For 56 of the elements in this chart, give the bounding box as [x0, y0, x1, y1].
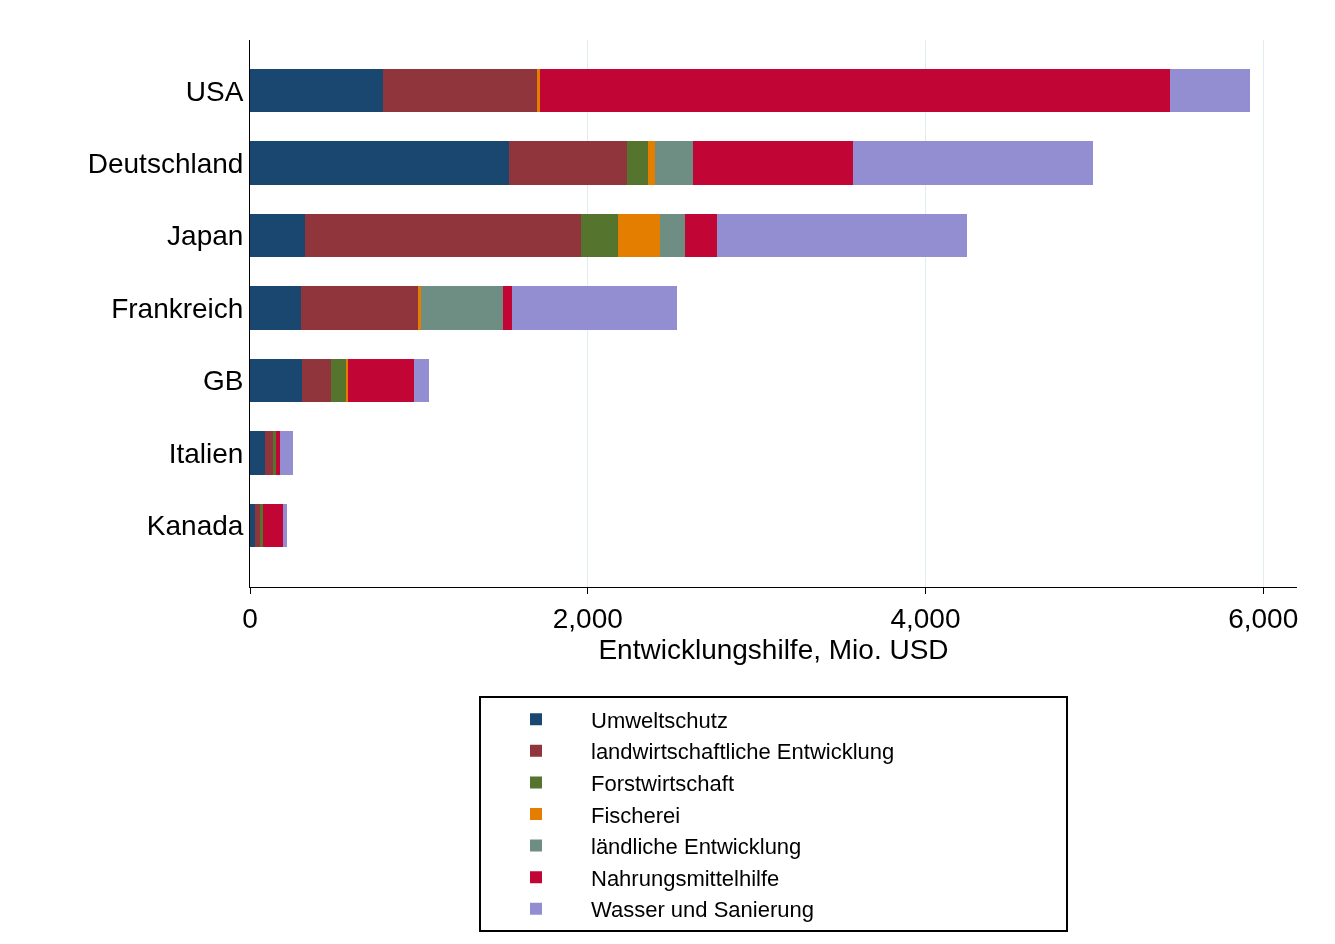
- bar: [279, 431, 294, 475]
- x-tick-label: 6,000: [1228, 602, 1299, 634]
- bar: [692, 141, 853, 185]
- legend-label: Forstwirtschaft: [591, 770, 735, 796]
- bar: [684, 213, 717, 258]
- bar: [618, 213, 661, 258]
- bar: [540, 68, 1170, 113]
- legend-label: Wasser und Sanierung: [591, 897, 814, 923]
- bar: [330, 358, 346, 403]
- bar: [581, 213, 619, 258]
- bar: [627, 141, 648, 185]
- y-tick-label: GB: [202, 365, 244, 397]
- x-axis-title: Entwicklungshilfe, Mio. USD: [598, 633, 949, 665]
- bar: [305, 213, 582, 258]
- y-tick-label: Kanada: [146, 510, 244, 542]
- legend-label: Umweltschutz: [591, 707, 728, 733]
- y-tick-label: Italien: [168, 437, 244, 469]
- bar: [250, 431, 266, 475]
- bar: [502, 286, 512, 330]
- bar: [301, 286, 419, 330]
- y-tick-label: Deutschland: [87, 147, 244, 179]
- bar: [852, 141, 1093, 185]
- x-tick-label: 4,000: [890, 602, 961, 634]
- bar: [420, 286, 503, 330]
- bar: [275, 431, 280, 475]
- y-tick-label: USA: [185, 75, 244, 107]
- bar: [255, 503, 261, 548]
- y-tick-label: Frankreich: [111, 292, 244, 324]
- bar: [716, 213, 967, 258]
- bar: [418, 286, 421, 330]
- bar: [383, 68, 538, 113]
- bar: [511, 286, 678, 330]
- bar: [250, 358, 302, 403]
- legend-label: ländliche Entwicklung: [591, 834, 802, 860]
- bar: [647, 141, 655, 185]
- bar: [283, 503, 287, 548]
- bar: [250, 286, 302, 330]
- bar: [1169, 68, 1250, 113]
- bar: [250, 503, 256, 548]
- legend-label: Fischerei: [591, 802, 681, 828]
- x-tick-label: 0: [242, 602, 258, 634]
- bar: [262, 503, 284, 548]
- bar: [250, 141, 510, 185]
- legend-label: Nahrungsmittelhilfe: [591, 865, 780, 891]
- legend-label: landwirtschaftliche Entwicklung: [591, 739, 895, 765]
- bar: [654, 141, 693, 185]
- bar: [250, 213, 306, 258]
- y-tick-label: Japan: [167, 220, 244, 252]
- x-tick-label: 2,000: [552, 602, 623, 634]
- bar: [250, 68, 384, 113]
- bar: [414, 358, 429, 403]
- bar: [301, 358, 331, 403]
- bar: [348, 358, 415, 403]
- bar: [660, 213, 685, 258]
- bar: [509, 141, 628, 185]
- bar: [260, 503, 263, 548]
